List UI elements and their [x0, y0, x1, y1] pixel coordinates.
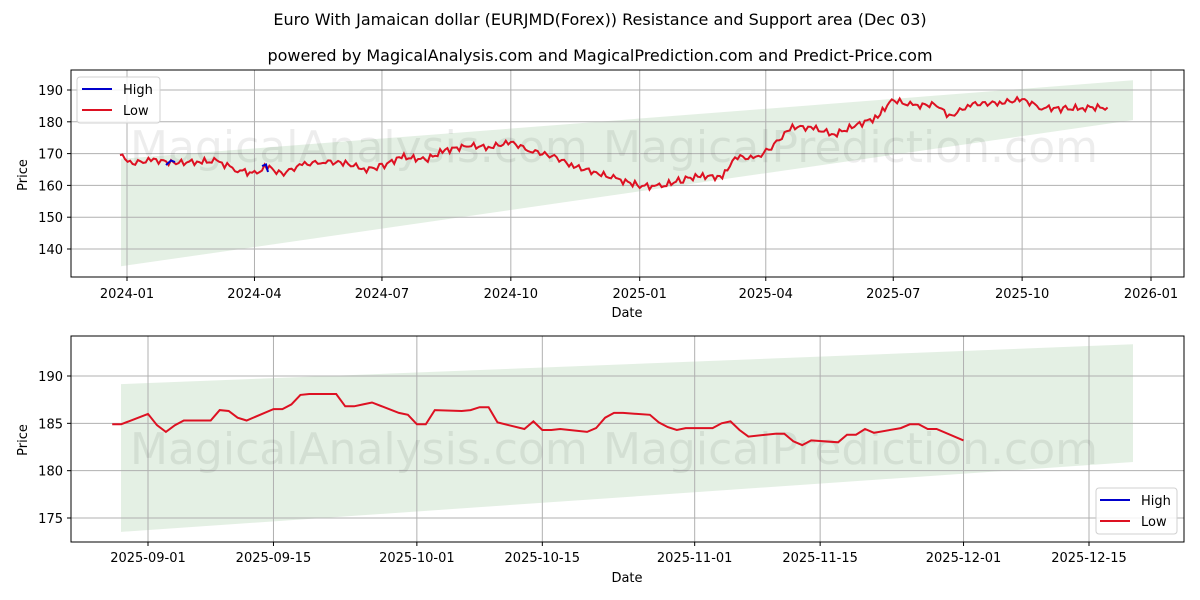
- bottom-y-axis-label: Price: [16, 424, 31, 456]
- bottom-chart: MagicalAnalysis.com MagicalPrediction.co…: [16, 336, 1184, 586]
- top-x-axis-label: Date: [611, 306, 642, 321]
- x-tick-label: 2025-01: [613, 287, 667, 302]
- charts-canvas: MagicalAnalysis.com MagicalPrediction.co…: [0, 0, 1200, 600]
- y-tick-label: 170: [38, 148, 63, 163]
- legend-low-label: Low: [123, 104, 149, 119]
- y-tick-label: 180: [38, 465, 63, 480]
- legend-high-label: High: [1141, 494, 1171, 509]
- x-tick-label: 2025-10-15: [505, 551, 581, 566]
- x-tick-label: 2025-12-15: [1051, 551, 1127, 566]
- y-tick-label: 150: [38, 211, 63, 226]
- x-tick-label: 2024-10: [484, 287, 538, 302]
- legend-low-label: Low: [1141, 515, 1167, 530]
- x-tick-label: 2024-04: [227, 287, 281, 302]
- x-tick-label: 2025-12-01: [926, 551, 1002, 566]
- x-tick-label: 2024-07: [355, 287, 409, 302]
- watermark-magicalprediction-bottom: MagicalPrediction.com: [603, 424, 1098, 475]
- y-tick-label: 190: [38, 84, 63, 99]
- watermark-magicalprediction-top: MagicalPrediction.com: [603, 122, 1098, 173]
- x-tick-label: 2025-09-15: [236, 551, 312, 566]
- x-tick-label: 2025-11-01: [657, 551, 733, 566]
- x-tick-label: 2025-10-01: [379, 551, 455, 566]
- top-x-axis: 2024-01 2024-04 2024-07 2024-10 2025-01 2025-…: [100, 277, 1178, 302]
- y-tick-label: 185: [38, 417, 63, 432]
- x-tick-label: 2025-10: [995, 287, 1049, 302]
- y-tick-label: 140: [38, 243, 63, 258]
- bottom-y-axis: 175 180 185 190: [38, 370, 71, 527]
- y-tick-label: 160: [38, 179, 63, 194]
- bottom-x-axis: 2025-09-01 2025-09-15 2025-10-01 2025-10-15…: [110, 542, 1127, 566]
- bottom-legend: High Low: [1096, 488, 1177, 534]
- y-tick-label: 180: [38, 116, 63, 131]
- legend-high-label: High: [123, 83, 153, 98]
- x-tick-label: 2025-09-01: [110, 551, 186, 566]
- x-tick-label: 2025-04: [739, 287, 793, 302]
- x-tick-label: 2025-11-15: [782, 551, 858, 566]
- top-legend: High Low: [77, 77, 160, 123]
- top-y-axis-label: Price: [16, 159, 31, 191]
- watermark-magicalanalysis-bottom: MagicalAnalysis.com: [130, 424, 588, 475]
- bottom-x-axis-label: Date: [611, 571, 642, 586]
- y-tick-label: 190: [38, 370, 63, 385]
- top-y-axis: 140 150 160 170 180 190: [38, 84, 71, 258]
- top-chart: MagicalAnalysis.com MagicalPrediction.co…: [16, 70, 1184, 321]
- x-tick-label: 2026-01: [1124, 287, 1178, 302]
- y-tick-label: 175: [38, 512, 63, 527]
- x-tick-label: 2024-01: [100, 287, 154, 302]
- x-tick-label: 2025-07: [866, 287, 920, 302]
